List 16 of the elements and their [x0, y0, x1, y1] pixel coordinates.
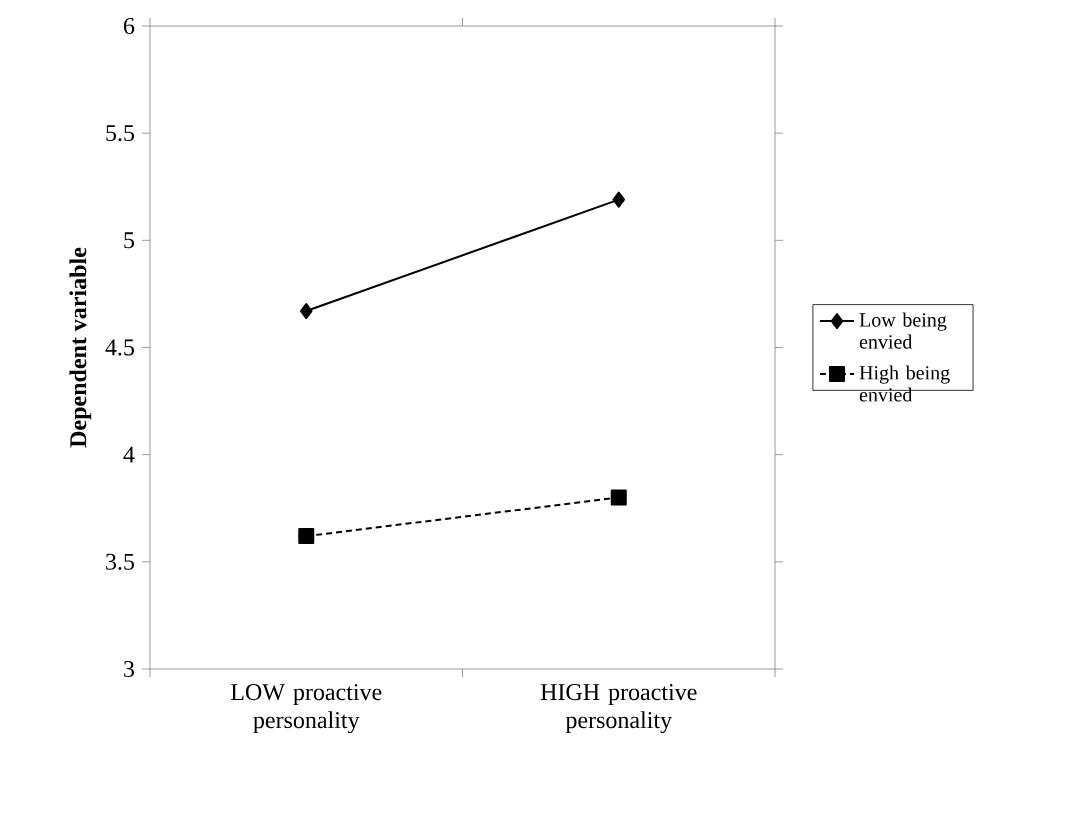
y-tick-label: 3.5 [106, 553, 135, 570]
y-tick-label: 3 [124, 660, 135, 678]
x-tick-label: LOW proactive personality [230, 684, 382, 734]
legend-label: High being envied [859, 365, 950, 402]
y-axis-title: Dependent variable [69, 247, 92, 448]
y-tick-label: 6 [123, 17, 135, 35]
y-tick-label: 4.5 [105, 339, 135, 356]
point [612, 191, 626, 208]
point [298, 528, 315, 545]
legend-label: Low being envied [859, 312, 947, 349]
y-tick-label: 5.5 [106, 125, 135, 142]
y-tick-label: 5 [124, 232, 135, 249]
y-tick-label: 4 [123, 446, 135, 463]
point [300, 303, 313, 320]
point [610, 489, 627, 506]
x-tick-label: HIGH proactive personality [540, 684, 697, 734]
